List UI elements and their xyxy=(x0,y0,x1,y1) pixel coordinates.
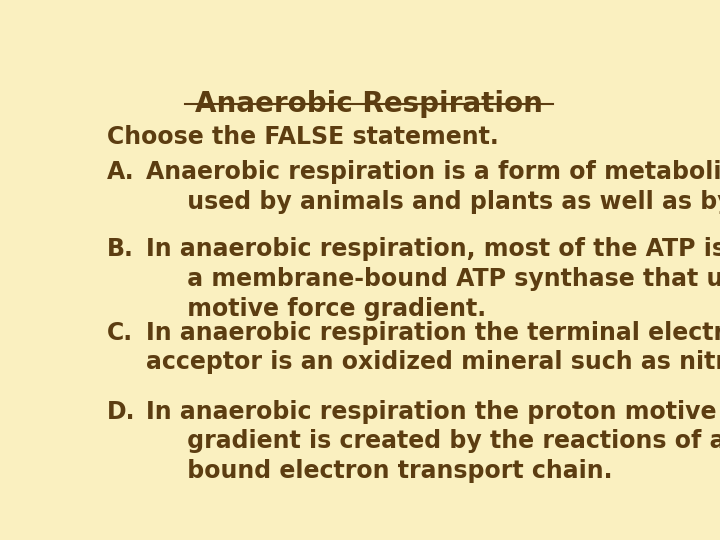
Text: In anaerobic respiration the proton motive force
     gradient is created by the: In anaerobic respiration the proton moti… xyxy=(145,400,720,483)
Text: In anaerobic respiration, most of the ATP is made by
     a membrane-bound ATP s: In anaerobic respiration, most of the AT… xyxy=(145,238,720,321)
Text: B.: B. xyxy=(107,238,134,261)
Text: Anaerobic respiration is a form of metabolism that is
     used by animals and p: Anaerobic respiration is a form of metab… xyxy=(145,160,720,214)
Text: In anaerobic respiration the terminal electron
acceptor is an oxidized mineral s: In anaerobic respiration the terminal el… xyxy=(145,321,720,374)
Text: Anaerobic Respiration: Anaerobic Respiration xyxy=(195,90,543,118)
Text: Choose the FALSE statement.: Choose the FALSE statement. xyxy=(107,125,498,149)
Text: D.: D. xyxy=(107,400,135,423)
Text: C.: C. xyxy=(107,321,133,345)
Text: A.: A. xyxy=(107,160,135,185)
